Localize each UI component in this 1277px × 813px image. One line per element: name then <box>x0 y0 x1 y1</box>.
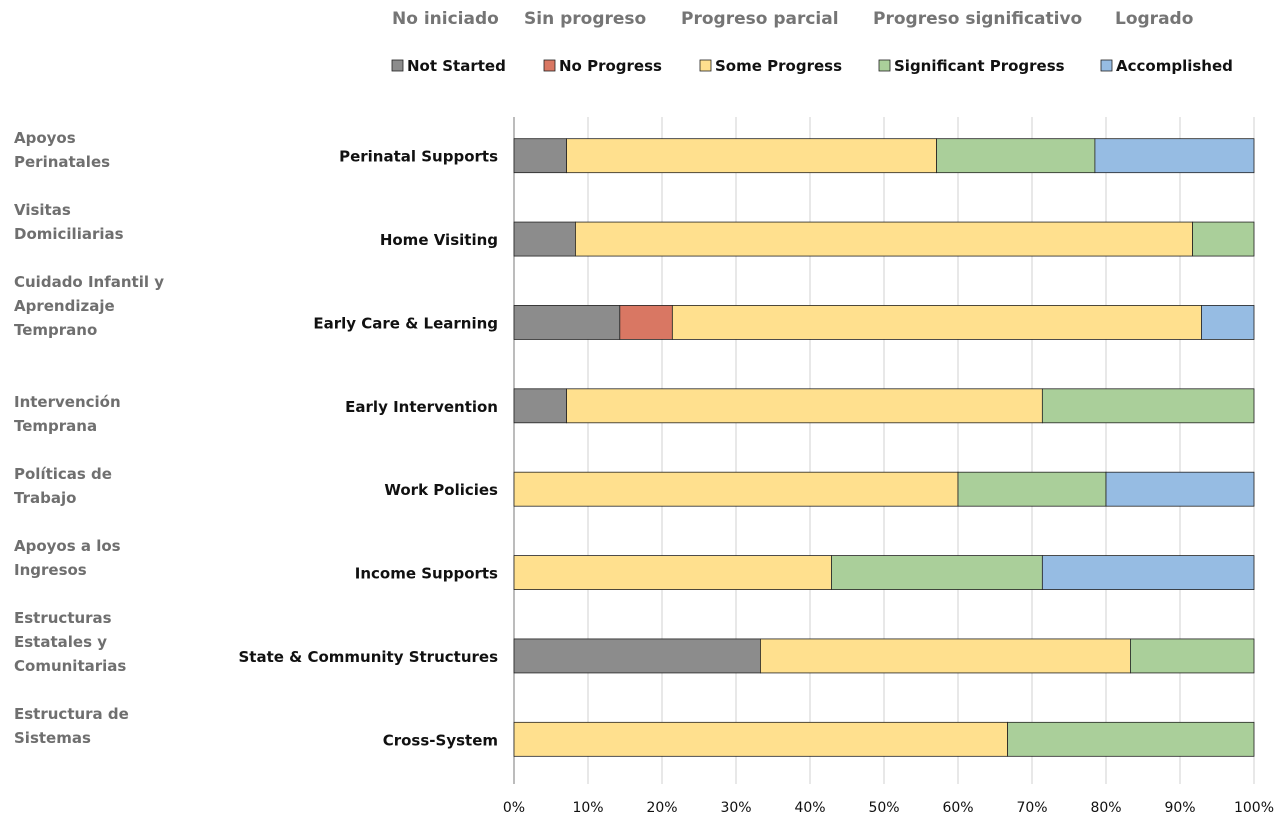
bar-segment <box>1130 638 1255 674</box>
x-tick-label: 10% <box>572 800 603 813</box>
spanish-category-label: Estructuras Estatales y Comunitarias <box>14 609 127 675</box>
legend-label: No Progress <box>559 57 662 75</box>
spanish-legend-item: Progreso parcial <box>681 9 839 29</box>
bar-segment <box>513 221 576 257</box>
spanish-legend-item: Logrado <box>1115 9 1194 29</box>
spanish-legend-item: Progreso significativo <box>873 9 1083 29</box>
x-tick-label: 50% <box>868 800 899 813</box>
bar-segment <box>1041 555 1255 590</box>
bar-segment <box>513 555 832 590</box>
bar-segment <box>1007 721 1255 757</box>
bar-segment <box>1094 138 1255 174</box>
spanish-category-label: Cuidado Infantil y Aprendizaje Temprano <box>14 273 164 339</box>
bar-segment <box>760 638 1131 674</box>
legend-swatch <box>699 59 712 72</box>
x-tick-label: 40% <box>794 800 825 813</box>
category-label: Work Policies <box>384 481 498 499</box>
x-tick-label: 100% <box>1234 800 1274 813</box>
spanish-category-label: Políticas de Trabajo <box>14 465 112 507</box>
bar-segment <box>513 471 959 507</box>
category-label: Perinatal Supports <box>339 148 498 166</box>
x-tick-label: 0% <box>503 800 525 813</box>
bar-segment <box>1041 388 1255 424</box>
bar-segment <box>1201 305 1255 340</box>
legend-swatch <box>391 59 404 72</box>
bar-segment <box>575 221 1193 257</box>
x-tick-label: 20% <box>646 800 677 813</box>
bar-segment <box>513 305 621 340</box>
bar-segment <box>831 555 1043 590</box>
legend-swatch <box>1100 59 1113 72</box>
bar-segment <box>566 388 1043 424</box>
category-label: Cross-System <box>383 731 498 749</box>
x-tick-label: 30% <box>720 800 751 813</box>
x-tick-label: 70% <box>1016 800 1047 813</box>
bar-segment <box>957 471 1107 507</box>
legend-swatch <box>543 59 556 72</box>
spanish-category-label: Estructura de Sistemas <box>14 705 129 747</box>
legend-swatch <box>878 59 891 72</box>
spanish-legend-item: Sin progreso <box>524 9 647 29</box>
x-tick-label: 80% <box>1090 800 1121 813</box>
spanish-category-label: Visitas Domiciliarias <box>14 201 124 243</box>
spanish-legend-item: No iniciado <box>392 9 499 29</box>
bar-segment <box>566 138 937 174</box>
category-label: Early Intervention <box>345 398 498 416</box>
bar-segment <box>513 388 567 424</box>
legend-label: Some Progress <box>715 57 842 75</box>
legend-label: Significant Progress <box>894 57 1065 75</box>
x-tick-label: 60% <box>942 800 973 813</box>
category-label: Early Care & Learning <box>313 314 498 332</box>
bar-segment <box>619 305 673 340</box>
category-label: Home Visiting <box>380 231 498 249</box>
spanish-category-label: Apoyos Perinatales <box>14 129 111 171</box>
spanish-category-label: Intervención Temprana <box>14 393 121 435</box>
spanish-legend: No iniciado Sin progreso Progreso parcia… <box>0 9 1277 33</box>
bar-segment <box>513 721 1008 757</box>
bar-segment <box>671 305 1202 340</box>
bar-segment <box>1105 471 1255 507</box>
category-label: Income Supports <box>355 565 498 583</box>
bar-segment <box>513 138 567 174</box>
spanish-category-labels: Apoyos Perinatales Visitas Domiciliarias… <box>14 126 164 766</box>
legend-label: Not Started <box>407 57 506 75</box>
bar-segment <box>513 638 761 674</box>
x-tick-label: 90% <box>1164 800 1195 813</box>
legend-label: Accomplished <box>1116 57 1233 75</box>
bar-segment <box>936 138 1096 174</box>
spanish-category-label: Apoyos a los Ingresos <box>14 537 121 579</box>
bar-segment <box>1192 221 1255 257</box>
category-label: State & Community Structures <box>239 648 499 666</box>
